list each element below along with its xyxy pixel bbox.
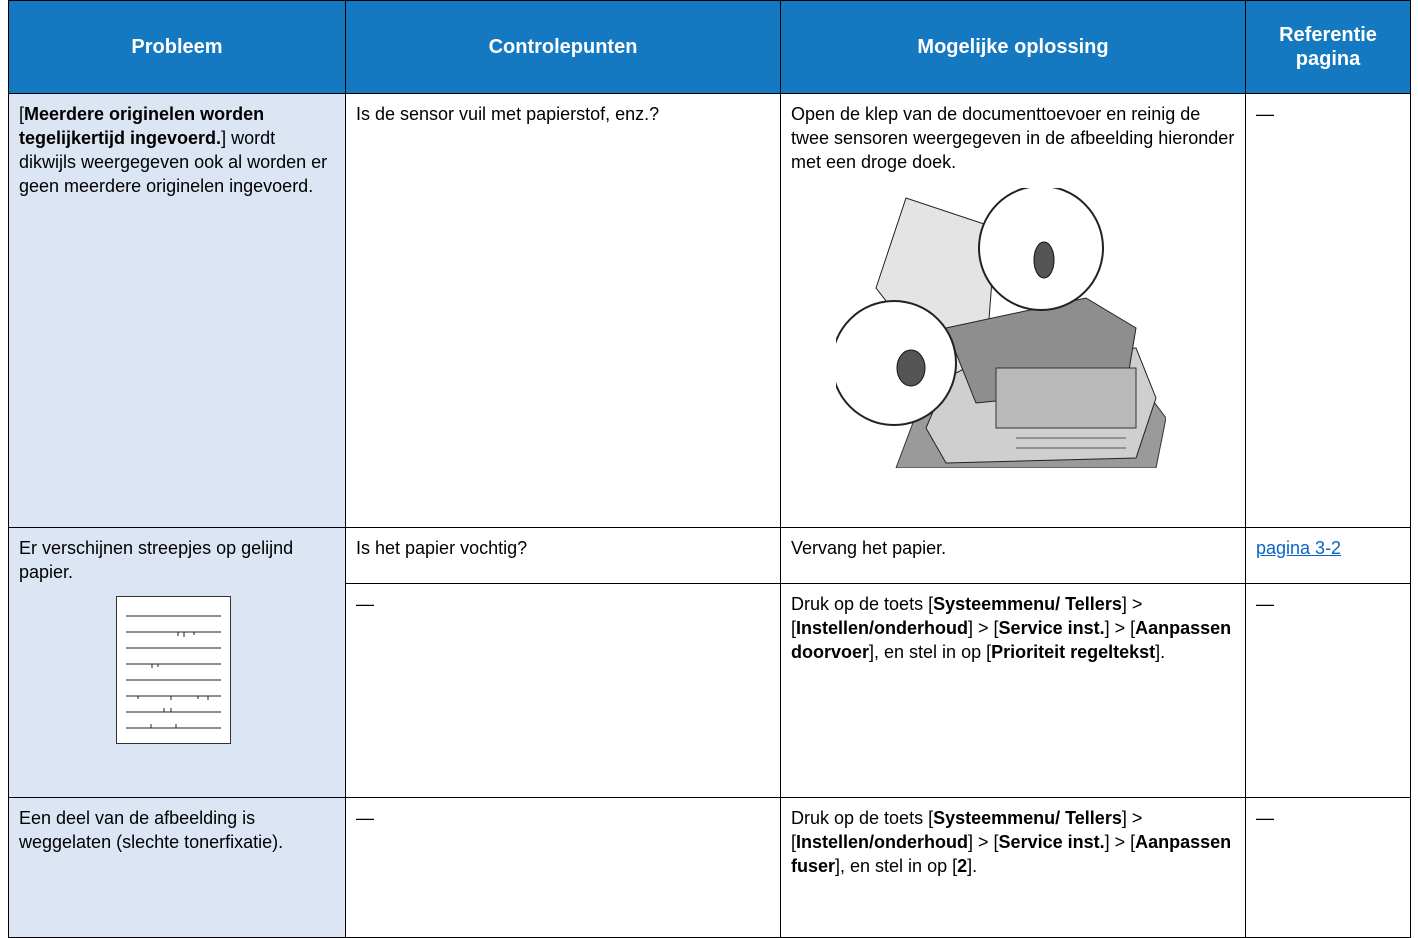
text: ] > [ [968,618,999,638]
problem-text: Er verschijnen streepjes op gelijnd papi… [19,538,294,582]
bold-text: Aanpassen doorvoer [791,618,1232,662]
bold-text: Prioriteit regeltekst [991,642,1156,662]
text: ] > [ [791,808,1143,852]
row: Er verschijnen streepjes op gelijnd papi… [8,527,1411,798]
row: — Druk op de toets [Systeemmenu/ Tellers… [9,583,1411,798]
feeder-illustration [836,188,1166,468]
row: [Meerdere originelen worden tegelijkerti… [8,93,1411,528]
page-link[interactable]: pagina 3-2 [1256,538,1342,558]
reference-cell: — [1245,797,1411,938]
problem-cell: Er verschijnen streepjes op gelijnd papi… [8,527,346,798]
check-cell: — [345,797,781,938]
solution-cell: Druk op de toets [Systeemmenu/ Tellers ] … [780,797,1246,938]
bold-text: Service inst. [998,832,1105,852]
text: ]. [967,856,978,876]
header-cell: Mogelijke oplossing [780,0,1246,94]
bold-text: 2 [957,856,968,876]
reference-cell: — [1245,583,1411,798]
solution-cell: Druk op de toets [Systeemmenu/ Tellers ] … [780,583,1246,798]
text: ]. [1155,642,1166,662]
check-cell: — [345,583,781,798]
bold-text: Systeemmenu/ Tellers [933,808,1122,828]
lined-paper-illustration [116,596,231,744]
solution-cell: Vervang het papier. [780,527,1246,584]
check-cell: Is de sensor vuil met papierstof, enz.? [345,93,781,528]
bold-text: Instellen/onderhoud [796,618,969,638]
text: ] wordt dikwijls weergegeven ook al word… [19,128,328,196]
header-cell: Referentie pagina [1245,0,1411,94]
reference-cell: — [1245,93,1411,528]
reference-cell: pagina 3-2 [1245,527,1411,584]
bold-text: Instellen/onderhoud [796,832,969,852]
header-cell: Probleem [8,0,346,94]
text: ] > [ [791,594,1143,638]
text: ], en stel in op [ [835,856,958,876]
text: ] > [ [1104,832,1136,852]
text: Druk op de toets [ [791,594,934,614]
solution-text: Open de klep van de documenttoevoer en r… [791,104,1235,172]
bold-text: Systeemmenu/ Tellers [933,594,1122,614]
bold-text: Aanpassen fuser [791,832,1232,876]
troubleshooting-table: Probleem Controlepunten Mogelijke oploss… [8,0,1411,938]
text: Druk op de toets [ [791,808,934,828]
text: ] > [ [968,832,999,852]
check-cell: Is het papier vochtig? [345,527,781,584]
header-row: Probleem Controlepunten Mogelijke oploss… [8,0,1411,94]
text: [ [19,104,25,124]
row: Een deel van de afbeelding is weggelaten… [8,797,1411,938]
text: ], en stel in op [ [869,642,992,662]
problem-cell: [Meerdere originelen worden tegelijkerti… [8,93,346,528]
solution-cell: Open de klep van de documenttoevoer en r… [780,93,1246,528]
bold-text: Meerdere originelen worden tegelijkertij… [19,104,265,148]
header-cell: Controlepunten [345,0,781,94]
text: ] > [ [1104,618,1136,638]
problem-cell: Een deel van de afbeelding is weggelaten… [8,797,346,938]
bold-text: Service inst. [998,618,1105,638]
